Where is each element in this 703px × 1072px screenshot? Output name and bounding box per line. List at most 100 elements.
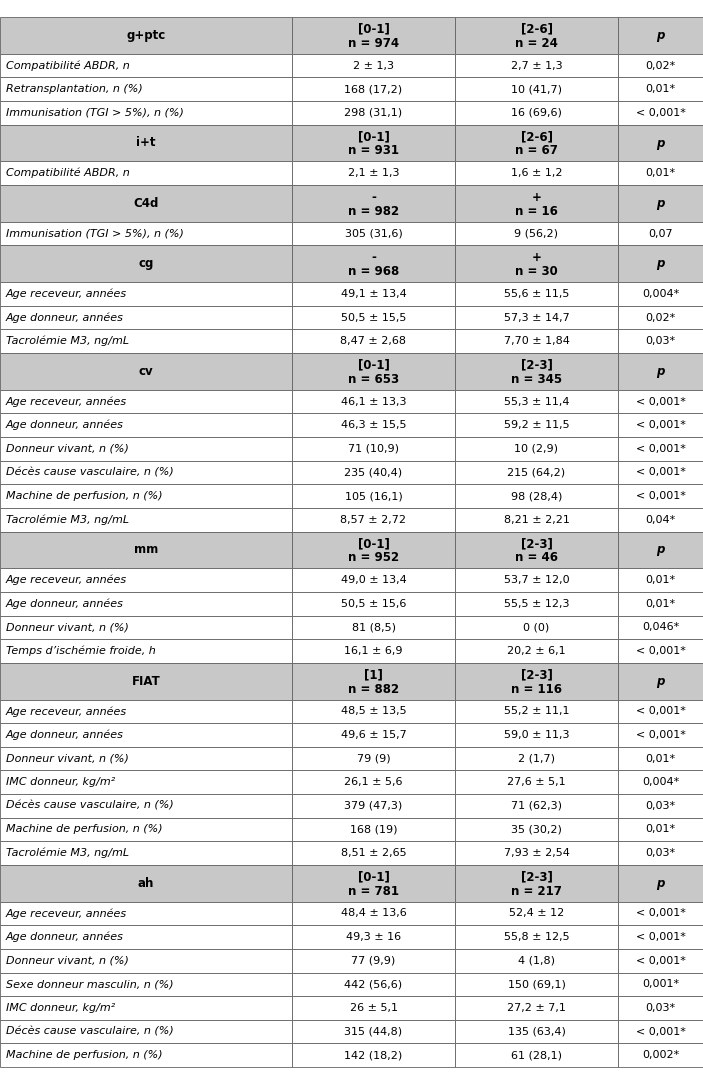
Text: FIAT: FIAT: [131, 674, 160, 687]
Text: 8,57 ± 2,72: 8,57 ± 2,72: [340, 515, 406, 524]
Bar: [455, 508, 618, 532]
Bar: [0, 245, 292, 282]
Bar: [618, 568, 703, 592]
Bar: [0, 818, 292, 842]
Bar: [292, 700, 455, 724]
Text: n = 781: n = 781: [348, 884, 399, 897]
Bar: [455, 329, 618, 353]
Text: Tacrolémie M3, ng/mL: Tacrolémie M3, ng/mL: [6, 515, 129, 525]
Text: Tacrolémie M3, ng/mL: Tacrolémie M3, ng/mL: [6, 336, 129, 346]
Bar: [455, 996, 618, 1019]
Text: 0,01*: 0,01*: [645, 575, 676, 585]
Text: Compatibilité ABDR, n: Compatibilité ABDR, n: [6, 60, 130, 71]
Text: Sexe donneur masculin, n (%): Sexe donneur masculin, n (%): [6, 980, 174, 989]
Bar: [292, 306, 455, 329]
Text: 79 (9): 79 (9): [356, 754, 390, 763]
Text: 168 (17,2): 168 (17,2): [344, 85, 403, 94]
Text: [2-3]: [2-3]: [520, 359, 553, 372]
Text: 235 (40,4): 235 (40,4): [344, 467, 403, 477]
Text: 52,4 ± 12: 52,4 ± 12: [509, 908, 564, 919]
Bar: [292, 747, 455, 771]
Text: 46,1 ± 13,3: 46,1 ± 13,3: [341, 397, 406, 406]
Bar: [618, 532, 703, 568]
Text: 0,002*: 0,002*: [642, 1051, 679, 1060]
Bar: [292, 77, 455, 101]
Bar: [292, 639, 455, 662]
Text: 53,7 ± 12,0: 53,7 ± 12,0: [503, 575, 569, 585]
Text: p: p: [657, 544, 665, 556]
Text: ah: ah: [138, 877, 154, 890]
Text: 98 (28,4): 98 (28,4): [511, 491, 562, 501]
Bar: [455, 615, 618, 639]
Bar: [618, 245, 703, 282]
Bar: [455, 353, 618, 390]
Text: 61 (28,1): 61 (28,1): [511, 1051, 562, 1060]
Text: Décès cause vasculaire, n (%): Décès cause vasculaire, n (%): [6, 467, 174, 477]
Bar: [455, 949, 618, 972]
Text: 55,2 ± 11,1: 55,2 ± 11,1: [504, 706, 569, 716]
Text: 57,3 ± 14,7: 57,3 ± 14,7: [503, 313, 569, 323]
Bar: [618, 639, 703, 662]
Text: 0,001*: 0,001*: [642, 980, 679, 989]
Bar: [618, 77, 703, 101]
Bar: [292, 532, 455, 568]
Text: Age donneur, années: Age donneur, années: [6, 312, 124, 323]
Bar: [0, 771, 292, 794]
Bar: [618, 794, 703, 818]
Bar: [292, 162, 455, 185]
Text: n = 67: n = 67: [515, 145, 558, 158]
Text: n = 982: n = 982: [348, 205, 399, 218]
Bar: [0, 639, 292, 662]
Bar: [0, 54, 292, 77]
Text: 0,03*: 0,03*: [645, 801, 676, 810]
Bar: [0, 282, 292, 306]
Bar: [0, 77, 292, 101]
Bar: [0, 185, 292, 222]
Text: Machine de perfusion, n (%): Machine de perfusion, n (%): [6, 491, 162, 501]
Bar: [455, 222, 618, 245]
Bar: [292, 972, 455, 996]
Text: n = 30: n = 30: [515, 265, 558, 278]
Bar: [292, 818, 455, 842]
Bar: [0, 615, 292, 639]
Text: < 0,001*: < 0,001*: [636, 706, 685, 716]
Text: Age receveur, années: Age receveur, années: [6, 575, 127, 585]
Bar: [455, 185, 618, 222]
Bar: [455, 925, 618, 949]
Bar: [292, 485, 455, 508]
Text: n = 16: n = 16: [515, 205, 558, 218]
Text: 0,01*: 0,01*: [645, 824, 676, 834]
Text: p: p: [657, 364, 665, 377]
Text: 135 (63,4): 135 (63,4): [508, 1027, 565, 1037]
Text: 1,6 ± 1,2: 1,6 ± 1,2: [511, 168, 562, 178]
Text: p: p: [657, 197, 665, 210]
Text: n = 882: n = 882: [348, 683, 399, 696]
Text: 2,7 ± 1,3: 2,7 ± 1,3: [510, 60, 562, 71]
Bar: [292, 865, 455, 902]
Bar: [292, 185, 455, 222]
Bar: [455, 972, 618, 996]
Text: 8,47 ± 2,68: 8,47 ± 2,68: [340, 337, 406, 346]
Text: Age donneur, années: Age donneur, années: [6, 598, 124, 609]
Bar: [292, 329, 455, 353]
Bar: [292, 771, 455, 794]
Text: n = 217: n = 217: [511, 884, 562, 897]
Bar: [618, 842, 703, 865]
Bar: [455, 17, 618, 54]
Bar: [618, 662, 703, 700]
Bar: [455, 771, 618, 794]
Text: [0-1]: [0-1]: [358, 537, 389, 550]
Text: 0,03*: 0,03*: [645, 337, 676, 346]
Text: 0,01*: 0,01*: [645, 168, 676, 178]
Text: 10 (2,9): 10 (2,9): [515, 444, 558, 453]
Bar: [0, 532, 292, 568]
Text: Age donneur, années: Age donneur, années: [6, 420, 124, 431]
Text: 305 (31,6): 305 (31,6): [344, 228, 402, 239]
Text: 0,004*: 0,004*: [642, 289, 679, 299]
Bar: [618, 865, 703, 902]
Bar: [292, 414, 455, 437]
Text: 8,51 ± 2,65: 8,51 ± 2,65: [341, 848, 406, 858]
Bar: [455, 865, 618, 902]
Text: Immunisation (TGI > 5%), n (%): Immunisation (TGI > 5%), n (%): [6, 108, 184, 118]
Bar: [0, 662, 292, 700]
